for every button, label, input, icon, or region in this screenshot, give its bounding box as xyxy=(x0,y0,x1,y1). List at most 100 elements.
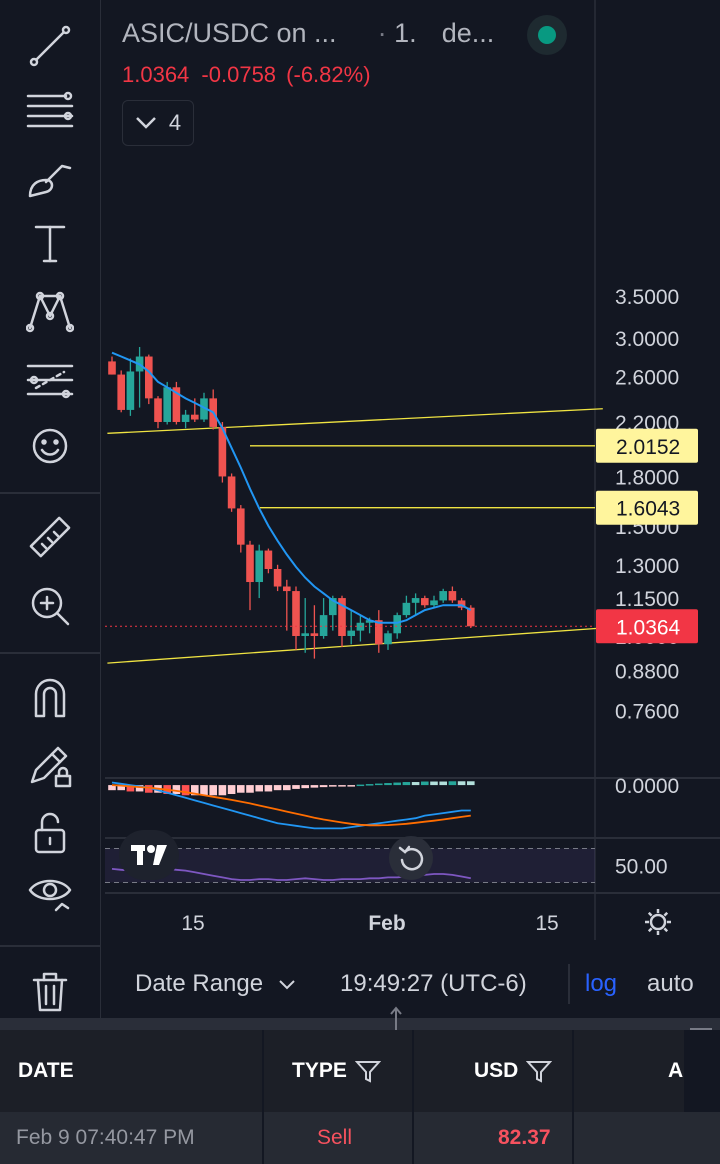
candle-body xyxy=(246,544,254,583)
candle-body xyxy=(200,398,208,420)
macd-histogram-bar xyxy=(329,785,337,787)
reset-chart-button[interactable] xyxy=(389,836,433,880)
macd-histogram-bar xyxy=(467,781,475,786)
candle-body xyxy=(237,508,245,545)
macd-histogram-bar xyxy=(457,781,466,786)
column-header-usd-label: USD xyxy=(474,1059,519,1082)
macd-histogram-bar xyxy=(200,785,208,796)
macd-histogram-bar xyxy=(246,785,254,793)
filter-icon[interactable] xyxy=(354,1059,381,1083)
column-header-amount[interactable]: A xyxy=(668,1059,684,1082)
candle-body xyxy=(108,361,116,375)
last-price-text: 1.0364 xyxy=(616,616,681,639)
trash-icon[interactable] xyxy=(22,964,78,1020)
exchange-label: de... xyxy=(441,18,495,48)
macd-histogram-bar xyxy=(237,785,245,793)
magnet-icon[interactable] xyxy=(22,670,78,726)
price-axis-tick: 0.8800 xyxy=(615,661,679,684)
candle-body xyxy=(264,550,273,569)
lock-drawing-icon[interactable] xyxy=(22,738,78,794)
candle-body xyxy=(163,387,171,422)
macd-histogram-bar xyxy=(439,781,447,786)
price-axis-tick: 1.1500 xyxy=(615,588,679,611)
lock-icon[interactable] xyxy=(22,806,78,862)
column-divider xyxy=(572,1030,574,1164)
candle-body xyxy=(402,602,411,616)
symbol-legend[interactable]: ASIC/USDC on ... · 1. de... xyxy=(122,18,495,48)
indicator-count: 4 xyxy=(168,110,182,135)
brush-icon[interactable] xyxy=(22,150,78,206)
candle-body xyxy=(467,607,475,627)
trendline xyxy=(107,627,603,664)
filter-icon[interactable] xyxy=(526,1059,553,1083)
toolbar-divider xyxy=(0,945,100,947)
candle-body xyxy=(218,426,227,477)
forecast-icon[interactable] xyxy=(22,352,78,408)
candle-body xyxy=(283,586,291,592)
column-header-usd[interactable]: USD xyxy=(474,1030,553,1112)
macd-histogram-bar xyxy=(209,785,217,796)
macd-histogram-bar xyxy=(421,781,429,786)
candle-body xyxy=(375,620,383,645)
eye-icon[interactable] xyxy=(22,864,78,920)
macd-histogram-bar xyxy=(264,785,273,792)
macd-histogram-bar xyxy=(218,785,227,796)
candle-body xyxy=(227,476,236,509)
settings-gear-icon[interactable] xyxy=(645,909,671,935)
emoji-icon[interactable] xyxy=(22,418,78,474)
candle-body xyxy=(319,615,328,636)
trend-line-icon[interactable] xyxy=(22,18,78,74)
price-axis-tick: 1.8000 xyxy=(615,466,679,489)
symbol-name: ASIC/USDC on ... xyxy=(122,18,337,48)
macd-histogram-bar xyxy=(411,782,420,786)
candle-body xyxy=(292,591,300,636)
level-price-text: 2.0152 xyxy=(616,436,680,459)
macd-histogram-bar xyxy=(319,785,328,788)
candle-body xyxy=(172,387,181,422)
macd-histogram-bar xyxy=(172,785,181,794)
column-divider xyxy=(262,1030,264,1164)
fib-icon[interactable] xyxy=(22,82,78,138)
auto-scale-toggle[interactable]: auto xyxy=(647,970,694,997)
chevron-down-icon xyxy=(135,117,156,129)
candle-body xyxy=(181,414,190,422)
macd-histogram-bar xyxy=(181,785,190,796)
macd-histogram-bar xyxy=(430,781,438,786)
table-row[interactable]: Feb 9 07:40:47 PM Sell 82.37 xyxy=(0,1112,720,1164)
time-axis-tick: 15 xyxy=(181,912,204,935)
candle-body xyxy=(273,568,282,587)
text-icon[interactable] xyxy=(22,215,78,271)
zoom-icon[interactable] xyxy=(22,578,78,634)
market-status-icon[interactable] xyxy=(527,15,567,55)
candle-body xyxy=(347,630,355,636)
trade-usd: 82.37 xyxy=(498,1126,551,1149)
candle-body xyxy=(310,633,319,636)
candle-body xyxy=(457,600,466,608)
level-price-label xyxy=(596,490,698,525)
macd-axis-tick: 0.0000 xyxy=(615,775,679,798)
chart-area[interactable]: 3.5000 3.0000 2.6000 2.2000 1.8000 1.5000 1.30… xyxy=(105,0,720,940)
moving-average-line xyxy=(111,351,472,624)
price-chart[interactable]: 3.50003.00002.60002.20001.80001.50001.30… xyxy=(105,0,720,940)
time-axis-tick: 15 xyxy=(535,912,558,935)
column-header-type[interactable]: TYPE xyxy=(292,1030,381,1112)
candle-body xyxy=(255,550,263,583)
panel-grip-icon[interactable] xyxy=(690,1028,712,1031)
indicators-toggle-button[interactable]: 4 xyxy=(122,100,194,146)
timezone-clock[interactable]: 19:49:27 (UTC-6) xyxy=(340,970,527,997)
panel-resize-handle[interactable] xyxy=(0,1006,720,1042)
macd-histogram-bar xyxy=(135,785,144,792)
macd-histogram-bar xyxy=(310,785,319,788)
macd-histogram-bar xyxy=(283,785,291,791)
macd-histogram-bar xyxy=(393,782,401,786)
legend-change-pct: (-6.82%) xyxy=(286,62,371,87)
column-header-date[interactable]: DATE xyxy=(18,1059,74,1082)
log-scale-toggle[interactable]: log xyxy=(585,970,618,997)
toolbar-divider xyxy=(0,492,100,494)
ruler-icon[interactable] xyxy=(22,510,78,566)
trade-date: Feb 9 07:40:47 PM xyxy=(16,1126,195,1149)
date-range-button[interactable]: Date Range xyxy=(135,970,296,998)
candle-body xyxy=(329,598,337,616)
tradingview-logo-icon xyxy=(119,830,179,880)
pattern-icon[interactable] xyxy=(22,284,78,340)
